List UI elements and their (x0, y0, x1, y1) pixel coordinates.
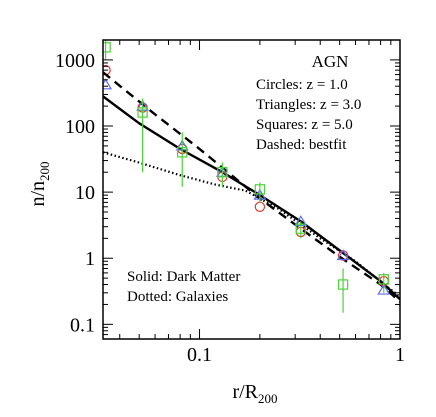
y-tick-label: 100 (65, 116, 95, 138)
y-axis-label-sub: 200 (37, 161, 52, 181)
x-axis-label-main: r/R (232, 381, 258, 403)
square-point (295, 223, 306, 234)
triangle-point (377, 283, 391, 295)
y-tick-label: 1 (85, 248, 95, 270)
data-layer (103, 40, 400, 313)
chart-title: AGN (312, 52, 349, 71)
x-axis-label: r/R200 (232, 381, 277, 406)
square-point (217, 167, 228, 178)
dashed-line (103, 71, 400, 303)
legend-line-circles: Circles: z = 1.0 (256, 77, 348, 93)
dotted-line (103, 151, 400, 298)
tick-labels: 0.1 1 0.1 1 10 100 1000 (55, 50, 405, 366)
tick-marks (103, 39, 401, 340)
square-point (137, 107, 148, 118)
legend: Circles: z = 1.0 Triangles: z = 3.0 Squa… (256, 77, 361, 153)
legend-line-squares: Squares: z = 5.0 (256, 117, 353, 133)
square-point (254, 184, 266, 195)
square-point (378, 274, 389, 285)
y-axis-label-main: n/n (27, 181, 49, 207)
legend-line-triangles: Triangles: z = 3.0 (256, 97, 361, 113)
y-axis-label: n/n200 (27, 161, 52, 206)
square-point (337, 279, 349, 290)
annotation-dotted: Dotted: Galaxies (127, 289, 228, 305)
y-tick-label: 1000 (55, 50, 95, 72)
annotation: Solid: Dark Matter Dotted: Galaxies (127, 269, 240, 305)
square-point (103, 42, 111, 53)
x-axis-label-sub: 200 (258, 391, 278, 406)
triangle-point (336, 249, 350, 261)
circle-point (254, 201, 266, 212)
triangle-point (103, 78, 113, 90)
x-tick-label: 0.1 (187, 344, 212, 366)
plot-frame (102, 39, 401, 340)
y-tick-label: 10 (75, 182, 95, 204)
square-point (177, 147, 188, 158)
legend-line-dashed: Dashed: bestfit (256, 137, 347, 153)
plot-area (103, 40, 400, 313)
x-tick-label: 1 (395, 344, 405, 366)
y-tick-label: 0.1 (70, 314, 95, 336)
annotation-solid: Solid: Dark Matter (127, 269, 240, 285)
